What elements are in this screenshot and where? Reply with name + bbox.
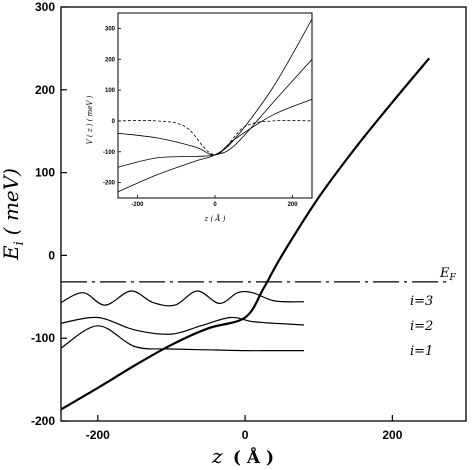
inset-axis-ticks: -200 0 200 -200 -100 0 100 200 300 <box>103 26 298 208</box>
i3-label: i=3 <box>410 294 433 309</box>
y-tick-label: 200 <box>35 83 55 97</box>
series-0 <box>60 57 431 411</box>
y-tick-label: 100 <box>35 166 55 180</box>
y-tick-label: -200 <box>103 181 116 187</box>
y-tick-label: 0 <box>112 119 116 125</box>
inset-x-axis-label: z ( Å ) <box>204 214 226 223</box>
x-tick-label: 200 <box>382 428 402 442</box>
series-i-2 <box>60 316 305 335</box>
y-tick-label: -100 <box>31 331 55 345</box>
series-i-3 <box>60 290 305 307</box>
main-plot-frame <box>60 6 467 422</box>
svg-text:Ei( meV): Ei ( meV) <box>0 168 27 261</box>
ef-label-e: E <box>439 266 450 281</box>
series-2 <box>117 98 313 156</box>
main-series-group <box>60 57 452 411</box>
x-tick-label: -200 <box>131 202 144 208</box>
y-tick-label: -200 <box>31 414 55 428</box>
y-axis-label: Ei ( meV) <box>0 168 27 261</box>
x-tick-label: 200 <box>288 202 299 208</box>
i1-label: i=1 <box>410 344 433 359</box>
y-axis-label-unit: ( meV) <box>0 168 23 235</box>
ef-label: EF <box>439 266 457 283</box>
y-tick-label: 300 <box>35 0 55 14</box>
x-axis-label: z ( Å ) <box>211 444 274 468</box>
main-axis-ticks: -200 0 200 -200 -100 0 100 200 300 <box>31 0 403 442</box>
inset-y-axis-label: V ( z ) ( meV ) <box>86 95 94 144</box>
x-tick-label: 0 <box>213 202 217 208</box>
x-tick-label: 0 <box>242 428 249 442</box>
svg-text:V ( z ) ( meV ): V ( z ) ( meV ) <box>86 95 94 144</box>
ef-label-sub: F <box>449 273 457 283</box>
y-tick-label: 300 <box>105 26 116 32</box>
y-tick-label: 0 <box>48 248 55 262</box>
series-i-1 <box>60 325 304 352</box>
inset-series-group <box>117 19 313 193</box>
y-tick-label: 100 <box>105 88 116 94</box>
y-axis-label-sub: i <box>12 241 27 245</box>
inset-plot-frame <box>117 12 313 199</box>
y-axis-label-e: E <box>0 245 23 261</box>
i2-label: i=2 <box>410 319 433 334</box>
x-tick-label: -200 <box>86 428 110 442</box>
y-tick-label: -100 <box>103 150 116 156</box>
y-tick-label: 200 <box>105 57 116 63</box>
x-axis-label-z: z <box>211 444 223 468</box>
x-axis-label-unit: ( Å ) <box>233 446 274 468</box>
series-3 <box>117 120 313 156</box>
